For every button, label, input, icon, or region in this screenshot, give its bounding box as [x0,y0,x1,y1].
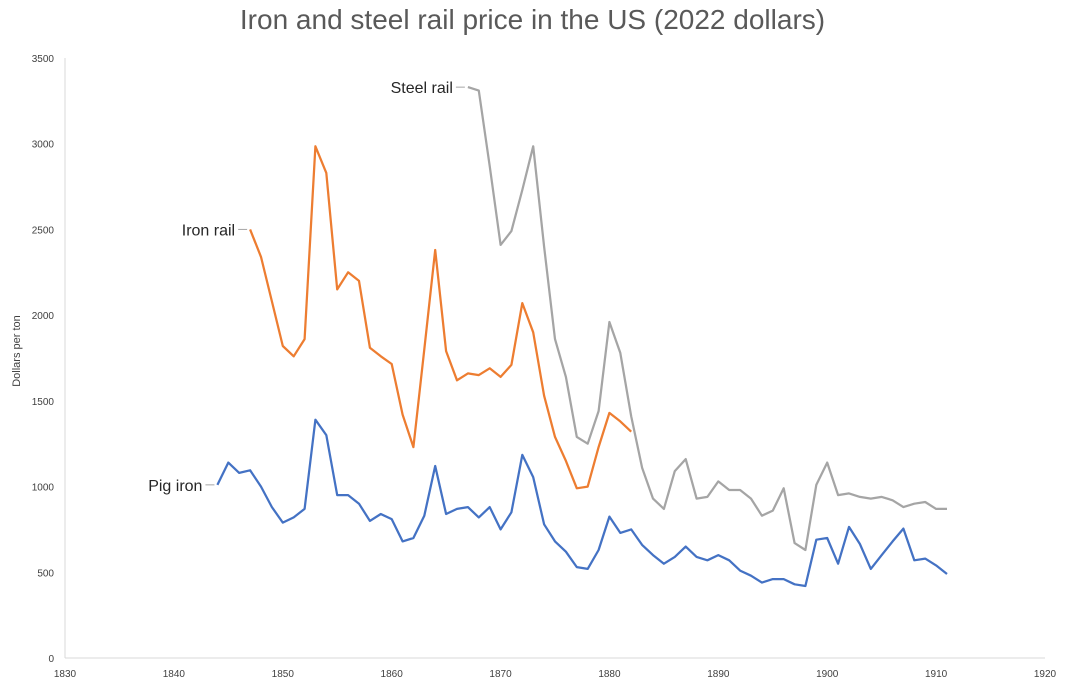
series-lines [216,86,948,588]
steel-rail-label: Steel rail [391,80,453,97]
y-tick-label: 2000 [32,311,55,322]
iron-rail-label: Iron rail [182,222,235,239]
y-tick-label: 0 [48,654,54,665]
x-tick-label: 1840 [163,669,186,680]
y-tick-label: 3500 [32,54,55,65]
iron-rail-line [249,145,632,490]
pig-iron-label: Pig iron [148,478,202,495]
x-tick-label: 1920 [1034,669,1057,680]
steel-rail-line [467,86,947,552]
y-tick-label: 1500 [32,397,55,408]
y-tick-label: 1000 [32,483,55,494]
x-tick-label: 1860 [381,669,404,680]
x-ticks: 1830 1840 1850 1860 1870 1880 1890 1900 1910 1920 [54,669,1057,680]
x-tick-label: 1900 [816,669,839,680]
series-labels: Pig iron Iron rail Steel rail [148,80,465,495]
x-tick-label: 1850 [272,669,295,680]
x-tick-label: 1880 [598,669,621,680]
x-tick-label: 1910 [925,669,948,680]
pig-iron-line [216,418,948,588]
y-tick-label: 500 [37,568,54,579]
y-tick-label: 3000 [32,140,55,151]
y-ticks: 0 500 1000 1500 2000 2500 3000 3500 [32,54,55,665]
x-tick-label: 1870 [489,669,512,680]
chart-title: Iron and steel rail price in the US (202… [239,4,826,35]
x-tick-label: 1890 [707,669,730,680]
x-tick-label: 1830 [54,669,77,680]
y-tick-label: 2500 [32,225,55,236]
